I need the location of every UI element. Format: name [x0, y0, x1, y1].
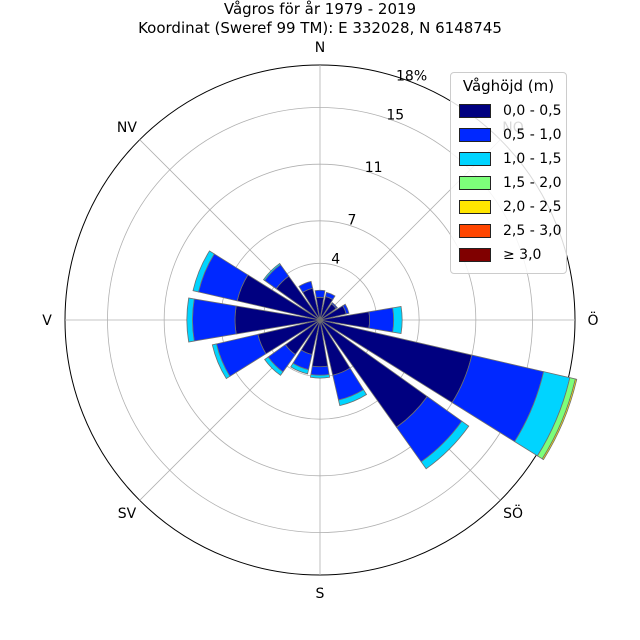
legend-swatch	[459, 104, 491, 118]
wind-rose-segment	[290, 362, 310, 375]
direction-label: S	[316, 586, 325, 602]
legend: Våghöjd (m) 0,0 - 0,5 0,5 - 1,0 1,0 - 1,5 1…	[450, 72, 567, 274]
legend-label: 2,0 - 2,5	[503, 199, 562, 215]
wind-rose-segment	[262, 262, 282, 282]
legend-label: ≥ 3,0	[503, 247, 542, 263]
wind-rose-segment	[314, 289, 326, 299]
legend-entry: 2,0 - 2,5	[457, 195, 562, 219]
legend-entries: 0,0 - 0,5 0,5 - 1,0 1,0 - 1,5 1,5 - 2,0 2,0 …	[457, 99, 562, 267]
legend-swatch	[459, 152, 491, 166]
legend-swatch	[459, 224, 491, 238]
legend-label: 0,0 - 0,5	[503, 103, 562, 119]
wind-rose-segment	[342, 303, 350, 315]
legend-entry: 0,0 - 0,5	[457, 99, 562, 123]
wind-rose-segment	[192, 250, 215, 293]
radial-tick-label: 11	[365, 160, 383, 176]
legend-entry: ≥ 3,0	[457, 243, 560, 267]
wind-rose-bars	[186, 250, 578, 470]
wind-rose-segment	[338, 389, 368, 407]
direction-label: N	[315, 40, 325, 56]
legend-label: 2,5 - 3,0	[503, 223, 562, 239]
legend-title: Våghöjd (m)	[462, 77, 555, 95]
wind-rose-segment	[330, 302, 338, 310]
wind-rose-segment	[264, 356, 284, 376]
wind-rose-segment	[192, 298, 237, 342]
radial-tick-label: 15	[386, 108, 404, 124]
wind-rose-segment	[420, 420, 470, 470]
wind-rose-segment	[310, 365, 330, 376]
wind-rose-segment	[368, 307, 395, 333]
direction-label: Ö	[587, 311, 598, 329]
direction-label: V	[42, 313, 52, 329]
legend-entry: 0,5 - 1,0	[457, 123, 562, 147]
radial-tick-label: 7	[347, 212, 356, 228]
wind-rose-segment	[211, 343, 231, 380]
direction-label: SÖ	[503, 504, 523, 522]
legend-entry: 1,5 - 2,0	[457, 171, 562, 195]
legend-swatch	[459, 248, 491, 262]
legend-label: 1,0 - 1,5	[503, 151, 562, 167]
legend-swatch	[459, 200, 491, 214]
legend-swatch	[459, 176, 491, 190]
radial-tick-label: 4	[331, 252, 340, 268]
wind-rose-segment	[541, 378, 578, 461]
wind-rose-segment	[186, 297, 195, 343]
legend-entry: 1,0 - 1,5	[457, 147, 562, 171]
direction-label: NV	[117, 120, 137, 136]
radial-tick-label: 18%	[396, 68, 427, 84]
direction-label: SV	[118, 506, 137, 522]
wind-rose-segment	[309, 374, 331, 379]
wind-rose-segment	[324, 291, 336, 301]
wind-rose-segment	[298, 280, 314, 293]
chart-title: Vågros för år 1979 - 2019	[223, 0, 417, 18]
legend-swatch	[459, 128, 491, 142]
wind-rose-segment	[392, 305, 403, 335]
chart-subtitle: Koordinat (Sweref 99 TM): E 332028, N 61…	[138, 19, 502, 37]
legend-entry: 2,5 - 3,0	[457, 219, 562, 243]
legend-label: 0,5 - 1,0	[503, 127, 562, 143]
legend-label: 1,5 - 2,0	[503, 175, 562, 191]
